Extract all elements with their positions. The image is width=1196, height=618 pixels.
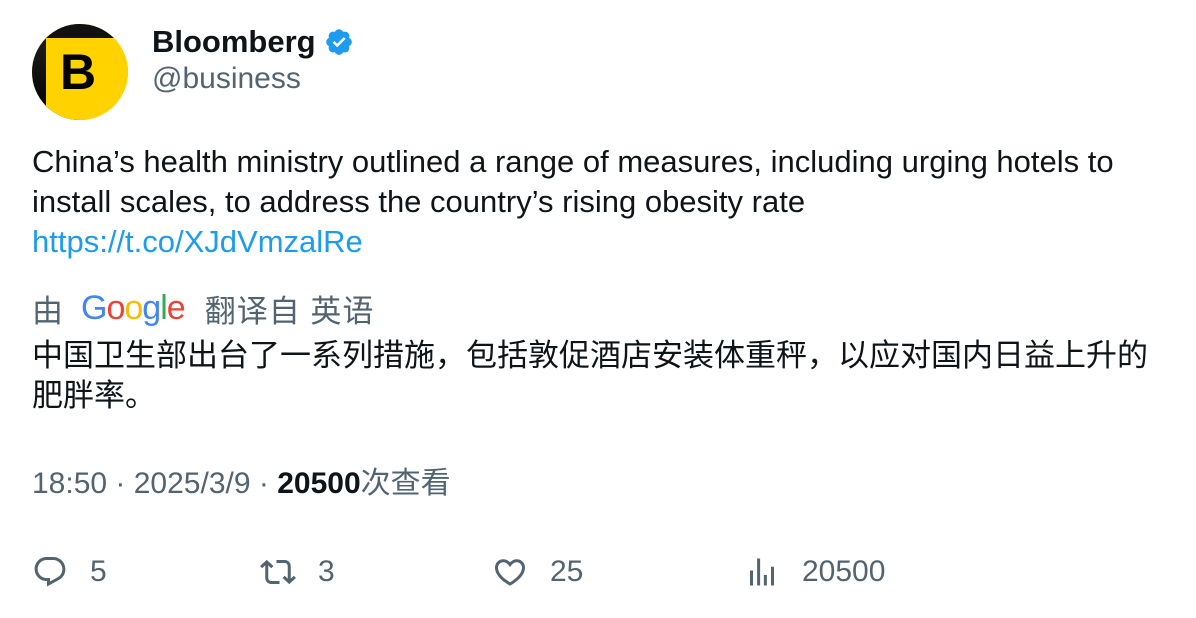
retweet-button[interactable]: 3 xyxy=(260,550,335,594)
analytics-icon xyxy=(750,558,774,586)
author-name-row: Bloomberg xyxy=(152,22,354,62)
meta-separator: · xyxy=(115,467,134,500)
views-button[interactable]: 20500 xyxy=(744,550,885,594)
retweet-icon xyxy=(260,559,296,585)
avatar-yellow-panel xyxy=(46,38,128,120)
action-bar: 5 3 25 20500 xyxy=(32,550,1164,594)
translated-from-label[interactable]: 翻译自 英语 xyxy=(204,293,375,329)
like-button[interactable]: 25 xyxy=(492,550,583,594)
tweet-time[interactable]: 18:50 xyxy=(32,467,108,500)
retweet-count: 3 xyxy=(318,555,335,588)
tweet-link[interactable]: https://t.co/XJdVmzalRe xyxy=(32,224,363,259)
translation-attribution: 由 Google 翻译自 英语 xyxy=(32,288,375,329)
avatar[interactable]: B xyxy=(32,24,128,120)
translated-by-label: 由 xyxy=(32,293,63,329)
reply-count: 5 xyxy=(90,555,107,588)
author-handle[interactable]: @business xyxy=(152,62,301,95)
tweet-text: China’s health ministry outlined a range… xyxy=(32,144,1114,219)
display-name[interactable]: Bloomberg xyxy=(152,24,316,59)
reply-button[interactable]: 5 xyxy=(32,550,107,594)
tweet-date[interactable]: 2025/3/9 xyxy=(133,467,251,500)
verified-badge-icon xyxy=(325,29,352,55)
tweet-body: China’s health ministry outlined a range… xyxy=(32,142,1172,262)
meta-separator: · xyxy=(258,467,278,500)
like-count: 25 xyxy=(550,555,584,588)
reply-icon xyxy=(34,557,66,587)
views-label: 次查看 xyxy=(360,467,451,500)
views-count: 20500 xyxy=(277,467,361,500)
translated-text: 中国卫生部出台了一系列措施，包括敦促酒店安装体重秤，以应对国内日益上升的肥胖率。 xyxy=(32,338,1148,413)
avatar-letter: B xyxy=(60,44,97,100)
views-action-count: 20500 xyxy=(802,555,886,588)
heart-icon xyxy=(494,559,526,586)
avatar-dark-top xyxy=(32,24,128,38)
google-logo: Google xyxy=(81,289,186,327)
tweet-meta: 18:50 · 2025/3/9 · 20500次查看 xyxy=(32,464,451,504)
